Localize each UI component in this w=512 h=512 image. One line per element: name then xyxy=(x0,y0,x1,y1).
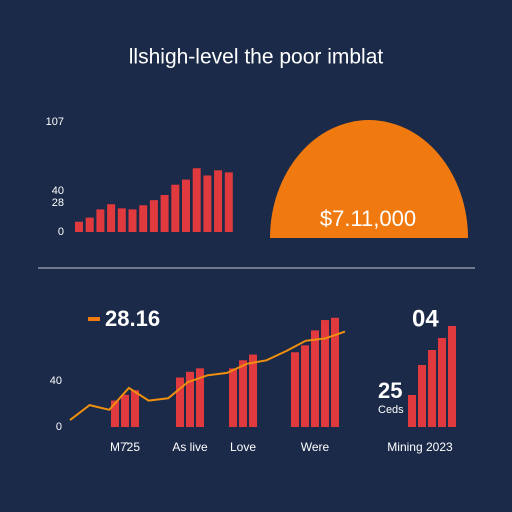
bar xyxy=(182,179,190,232)
bar xyxy=(428,350,436,427)
y-tick-label: 40 xyxy=(50,375,62,387)
bar xyxy=(408,395,416,427)
bar xyxy=(186,371,194,427)
bar xyxy=(311,330,319,427)
x-tick-label: M7̂25 xyxy=(110,440,140,454)
bar xyxy=(131,390,139,427)
bar xyxy=(438,338,446,427)
x-tick-label: Were xyxy=(301,440,330,454)
y-tick-label: 28 xyxy=(52,197,64,209)
bar xyxy=(214,170,223,232)
bar xyxy=(139,205,148,232)
callout-small-value: 25 xyxy=(378,378,402,403)
callout-main: 28.16 xyxy=(105,306,160,331)
x-tick-label: As live xyxy=(172,440,208,454)
bar xyxy=(176,377,184,427)
bar xyxy=(107,204,116,232)
bar xyxy=(149,200,158,232)
bar xyxy=(203,175,212,232)
y-tick-label: 40 xyxy=(52,185,64,197)
bar xyxy=(117,208,126,232)
bar xyxy=(196,368,204,427)
x-tick-label: Love xyxy=(230,440,256,454)
bar xyxy=(111,400,119,427)
gauge-label: $7.11,000 xyxy=(320,206,416,231)
y-tick-label: 107 xyxy=(46,116,64,128)
title: llshigh-level the poor imblat xyxy=(129,46,384,69)
bar xyxy=(418,365,426,427)
y-tick-label: 0 xyxy=(56,421,62,433)
callout-right: 04 xyxy=(412,305,439,332)
bar xyxy=(321,320,329,427)
bar xyxy=(331,317,339,427)
bar xyxy=(192,168,201,232)
bar xyxy=(75,221,83,232)
bar xyxy=(128,209,137,232)
bar xyxy=(448,326,456,427)
bar xyxy=(301,345,309,427)
x-label: Mining 2023 xyxy=(387,440,453,454)
line xyxy=(69,330,346,421)
bar xyxy=(96,209,105,232)
bar xyxy=(239,360,247,427)
bar xyxy=(291,352,299,427)
callout-small-caption: Ceds xyxy=(378,404,404,416)
bar xyxy=(160,194,169,232)
bar xyxy=(249,354,257,427)
bar xyxy=(85,217,94,232)
y-tick-label: 0 xyxy=(58,226,64,238)
bar xyxy=(229,368,237,427)
bar xyxy=(171,184,180,232)
gauge-dome xyxy=(270,120,468,238)
bar xyxy=(224,172,233,232)
bar xyxy=(121,394,129,427)
